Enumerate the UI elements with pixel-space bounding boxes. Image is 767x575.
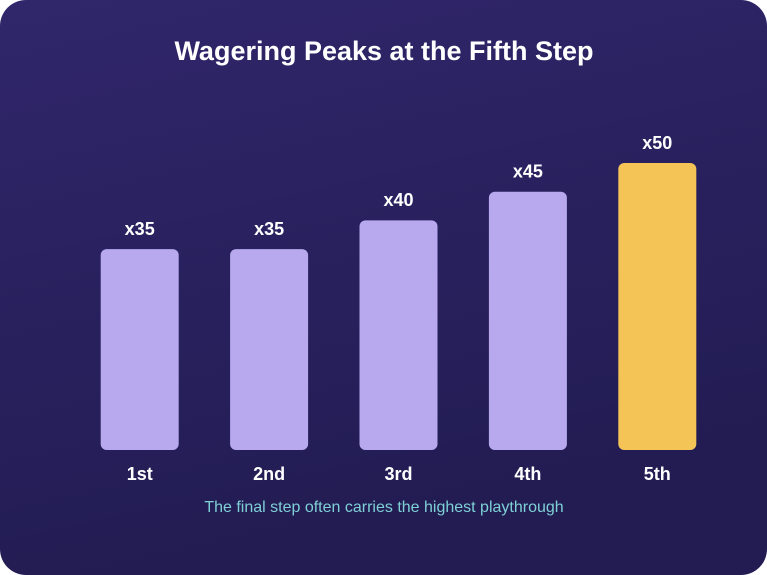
bar xyxy=(488,191,567,450)
value-label: x35 xyxy=(125,219,155,239)
value-label: x35 xyxy=(254,219,284,239)
bar xyxy=(230,249,309,450)
bar xyxy=(618,163,697,450)
chart-title: Wagering Peaks at the Fifth Step xyxy=(174,36,593,66)
x-tick-label: 2nd xyxy=(253,464,285,484)
x-tick-label: 3rd xyxy=(384,464,412,484)
x-tick-label: 4th xyxy=(514,464,541,484)
value-label: x40 xyxy=(383,190,413,210)
caption: The final step often carries the highest… xyxy=(204,499,563,516)
value-label: x50 xyxy=(642,133,672,153)
bar xyxy=(100,249,179,450)
x-tick-label: 5th xyxy=(644,464,671,484)
bar xyxy=(359,220,438,450)
x-tick-label: 1st xyxy=(127,464,153,484)
value-label: x45 xyxy=(513,161,543,181)
